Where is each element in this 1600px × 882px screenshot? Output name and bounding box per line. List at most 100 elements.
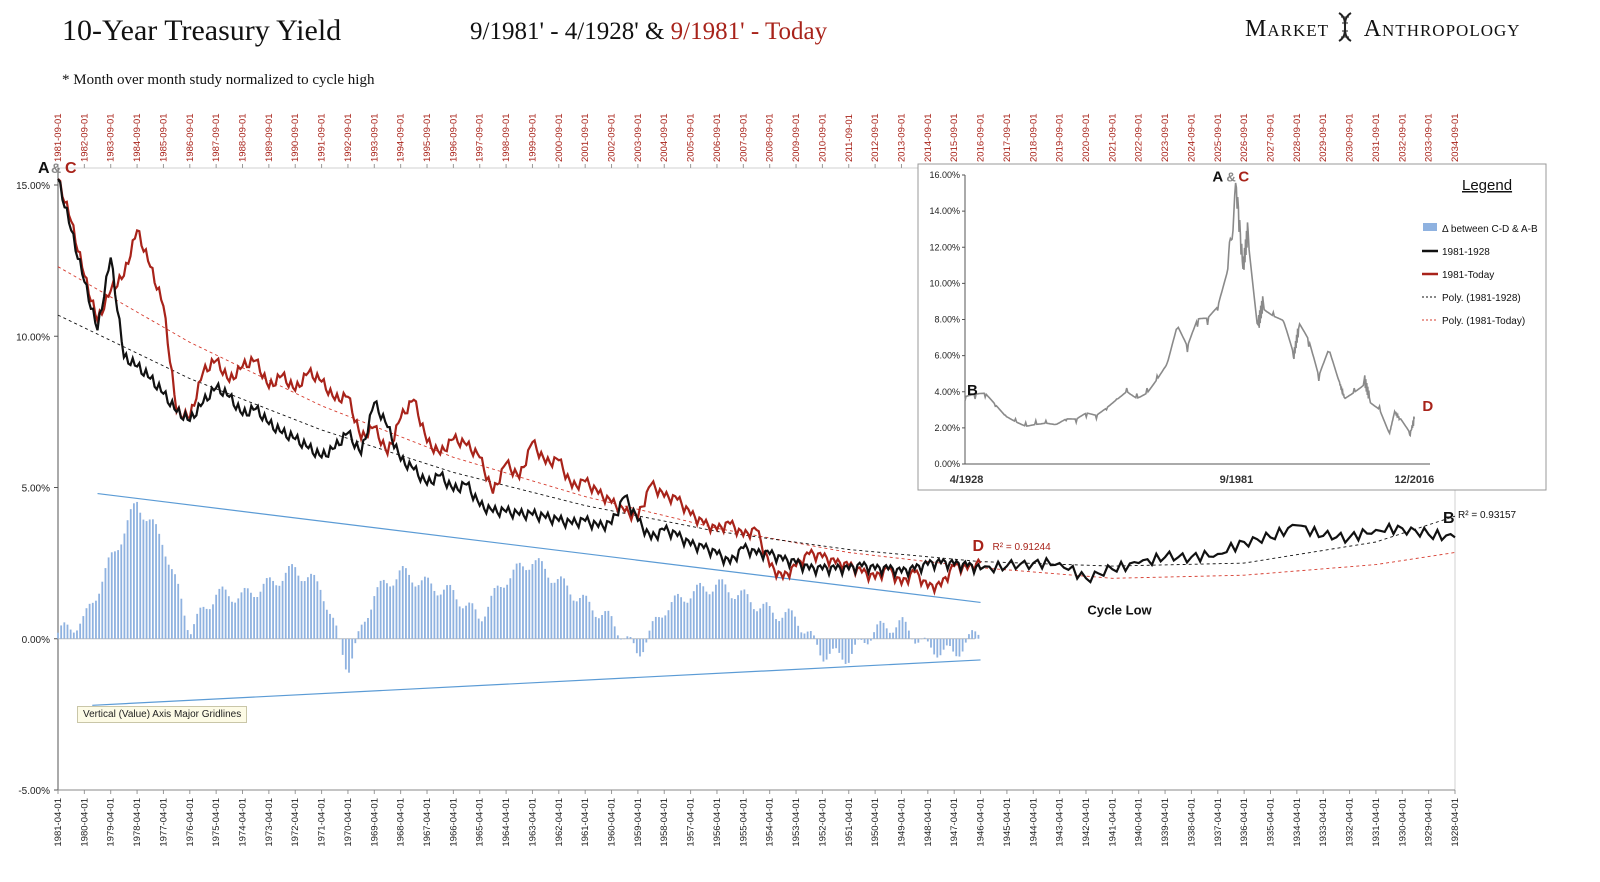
delta-bar xyxy=(329,613,331,639)
delta-bar xyxy=(69,629,72,639)
delta-bar xyxy=(601,615,603,639)
inset-label-ampersand: & xyxy=(1226,170,1235,185)
delta-bar xyxy=(487,606,490,639)
brand-logo: Market Anthropology xyxy=(1245,12,1521,43)
delta-bar xyxy=(164,556,167,639)
x-bottom-label: 1965-04-01 xyxy=(475,798,486,847)
delta-bar xyxy=(104,568,107,639)
inset-label-c: C xyxy=(1238,169,1249,186)
delta-bar xyxy=(246,588,249,639)
delta-bar xyxy=(461,608,464,639)
delta-bar xyxy=(879,620,882,639)
delta-bar xyxy=(158,533,161,639)
delta-bar xyxy=(436,595,439,639)
brand-right: Anthropology xyxy=(1363,16,1521,42)
x-bottom-label: 1950-04-01 xyxy=(870,798,881,847)
delta-bar xyxy=(433,590,436,639)
x-top-label: 1988-09-01 xyxy=(238,113,249,162)
x-bottom-label: 1955-04-01 xyxy=(738,798,749,847)
x-top-label: 1987-09-01 xyxy=(211,113,222,162)
y-tick-label: 10.00% xyxy=(16,332,50,343)
y-tick-label: 5.00% xyxy=(22,484,50,495)
delta-bar xyxy=(885,628,888,639)
delta-bar xyxy=(496,585,499,639)
delta-bar xyxy=(386,583,388,639)
delta-bar xyxy=(180,598,183,639)
x-bottom-label: 1953-04-01 xyxy=(791,798,802,847)
delta-bar xyxy=(167,564,170,639)
delta-bar xyxy=(117,550,119,639)
delta-bar xyxy=(85,608,88,639)
delta-bar xyxy=(667,610,670,639)
delta-bar xyxy=(186,630,189,639)
delta-bar xyxy=(392,585,395,639)
x-bottom-label: 1947-04-01 xyxy=(949,798,960,847)
inset-frame xyxy=(917,163,1547,491)
delta-bar xyxy=(920,638,923,640)
delta-bar xyxy=(790,610,793,639)
delta-bar xyxy=(819,638,822,656)
delta-bar xyxy=(455,599,458,639)
delta-bar xyxy=(746,594,749,639)
x-bottom-label: 1973-04-01 xyxy=(264,798,275,847)
delta-bar xyxy=(702,586,705,639)
delta-bar xyxy=(781,617,784,639)
delta-bar xyxy=(670,602,673,639)
delta-bar xyxy=(945,638,948,646)
delta-bar xyxy=(310,573,312,639)
channel-lower-line xyxy=(92,659,981,706)
legend-item-label: 1981-1928 xyxy=(1442,247,1490,258)
x-bottom-label: 1978-04-01 xyxy=(132,798,143,847)
delta-bar xyxy=(370,609,373,639)
delta-bar xyxy=(101,581,104,639)
delta-bar xyxy=(316,581,319,639)
legend-swatch-bar xyxy=(1423,223,1437,231)
delta-bar xyxy=(88,603,91,639)
delta-bar xyxy=(319,589,322,639)
x-bottom-label: 1936-04-01 xyxy=(1239,798,1250,847)
delta-bar xyxy=(313,574,316,639)
delta-bar xyxy=(253,597,256,639)
delta-bar xyxy=(427,577,429,639)
inset-label-d: D xyxy=(1422,398,1433,415)
subtitle-black-part: 9/1981' - 4/1928' & xyxy=(470,18,665,45)
delta-bar xyxy=(98,593,101,639)
delta-bar xyxy=(227,596,230,639)
delta-bar xyxy=(857,638,860,640)
x-top-label: 1983-09-01 xyxy=(106,113,117,162)
delta-bar xyxy=(446,585,448,639)
delta-bar xyxy=(76,630,78,639)
x-top-label: 2021-09-01 xyxy=(1107,113,1118,162)
delta-bar xyxy=(509,578,512,639)
x-top-label: 2008-09-01 xyxy=(765,113,776,162)
inset-x-label: 9/1981 xyxy=(1220,474,1254,486)
label-ampersand: & xyxy=(51,160,61,176)
chart-title: 10-Year Treasury Yield xyxy=(62,14,342,47)
delta-bar xyxy=(145,521,148,639)
delta-bar xyxy=(139,512,142,639)
delta-bar xyxy=(493,588,496,639)
x-top-label: 1986-09-01 xyxy=(185,113,196,162)
delta-bar xyxy=(405,568,407,639)
x-bottom-label: 1938-04-01 xyxy=(1186,798,1197,847)
legend-title: Legend xyxy=(1462,177,1512,194)
delta-bar xyxy=(683,601,686,639)
delta-bar xyxy=(338,638,341,640)
delta-bar xyxy=(661,617,664,639)
delta-bar xyxy=(778,621,781,639)
x-bottom-label: 1979-04-01 xyxy=(106,798,117,847)
delta-bar xyxy=(123,533,126,639)
delta-bar xyxy=(635,638,638,654)
delta-bar xyxy=(351,638,354,659)
inset-label-b: B xyxy=(967,382,978,399)
x-bottom-label: 1977-04-01 xyxy=(158,798,169,847)
delta-bar xyxy=(250,592,252,639)
y-tick-label: 15.00% xyxy=(16,181,50,192)
delta-bar xyxy=(759,608,762,639)
delta-bar xyxy=(939,638,942,656)
x-bottom-label: 1939-04-01 xyxy=(1160,798,1171,847)
x-bottom-label: 1931-04-01 xyxy=(1371,798,1382,847)
delta-bar xyxy=(800,632,803,639)
delta-bar xyxy=(95,600,97,639)
